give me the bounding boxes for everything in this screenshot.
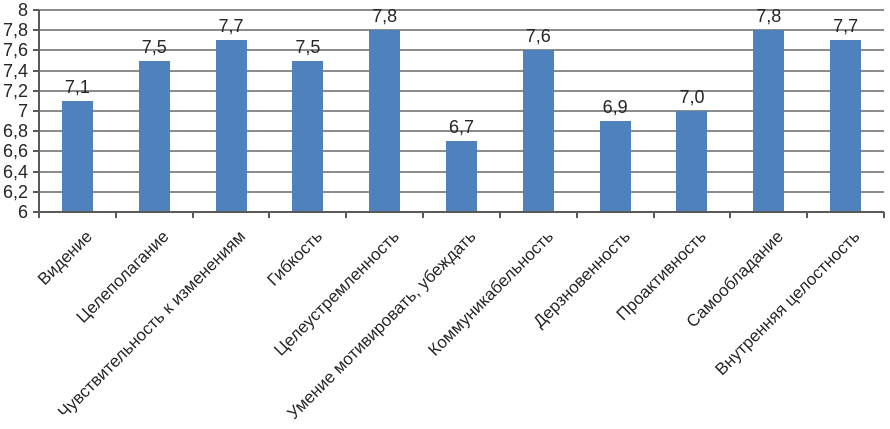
y-tick-label: 6 (17, 202, 28, 222)
gridline (39, 49, 884, 52)
x-axis-tick (191, 212, 194, 218)
bar-value-label: 7,8 (372, 6, 398, 27)
y-axis-tick (33, 49, 39, 52)
x-axis-tick (345, 212, 348, 218)
bar-value-label: 7,0 (679, 87, 705, 107)
y-axis-tick (33, 170, 39, 173)
bar (215, 40, 247, 212)
y-axis-tick (33, 9, 39, 11)
bar (599, 121, 631, 212)
gridline (39, 130, 884, 133)
gridline (39, 9, 884, 11)
bar-value-label: 7,5 (295, 36, 321, 57)
bar-value-label: 7,5 (141, 36, 167, 57)
x-axis-tick (729, 212, 732, 218)
x-axis-tick (575, 212, 578, 218)
category-label: Коммуникабельность (423, 226, 557, 360)
y-tick-label: 7,2 (2, 80, 28, 101)
y-axis-tick (33, 190, 39, 193)
y-axis-tick (33, 89, 39, 92)
bar (830, 40, 862, 212)
y-axis-line (38, 10, 40, 218)
y-axis-tick (33, 29, 39, 32)
y-axis-tick (33, 150, 39, 153)
y-tick-label: 7 (17, 101, 28, 121)
y-tick-label: 6,2 (2, 181, 28, 202)
x-axis-tick (652, 212, 655, 218)
bar (292, 60, 324, 212)
y-tick-label: 6,6 (2, 141, 28, 162)
bar-value-label: 6,7 (448, 117, 475, 138)
x-axis-tick (883, 212, 885, 218)
y-axis-tick (33, 211, 39, 213)
x-axis-tick (114, 212, 117, 218)
bar-value-label: 7,7 (218, 16, 244, 37)
y-tick-label: 7,6 (2, 40, 28, 61)
bar (753, 30, 785, 212)
y-axis-tick (33, 130, 39, 133)
bar-value-label: 7,8 (756, 6, 782, 27)
y-axis-tick (33, 69, 39, 72)
gridline (39, 69, 884, 72)
bar (446, 141, 477, 212)
y-tick-label: 7,4 (2, 60, 28, 81)
y-tick-label: 7,8 (2, 20, 28, 41)
gridline (39, 29, 884, 32)
x-axis-tick (422, 212, 425, 218)
y-tick-label: 8 (17, 0, 28, 20)
y-axis-tick (33, 110, 39, 112)
bar (138, 60, 170, 212)
category-label: Видение (33, 226, 96, 289)
gridline (39, 89, 884, 92)
category-label: Гибкость (263, 226, 327, 290)
bar-value-label: 7,7 (833, 16, 859, 37)
x-axis-line (39, 211, 884, 213)
bar (522, 50, 554, 212)
y-tick-label: 6,4 (2, 161, 28, 182)
category-label: Внутренняя целостность (711, 226, 864, 380)
bar-value-label: 7,6 (525, 26, 551, 47)
y-tick-label: 6,8 (2, 121, 28, 142)
bar-value-label: 6,9 (602, 97, 628, 118)
bar (61, 100, 93, 212)
category-label: Целеустремленность (270, 226, 404, 360)
bar (676, 111, 708, 212)
x-axis-tick (498, 212, 501, 218)
bar (369, 30, 401, 212)
gridline (39, 110, 884, 112)
bar-value-label: 7,1 (64, 76, 90, 97)
x-axis-tick (268, 212, 271, 218)
x-axis-tick (806, 212, 809, 218)
